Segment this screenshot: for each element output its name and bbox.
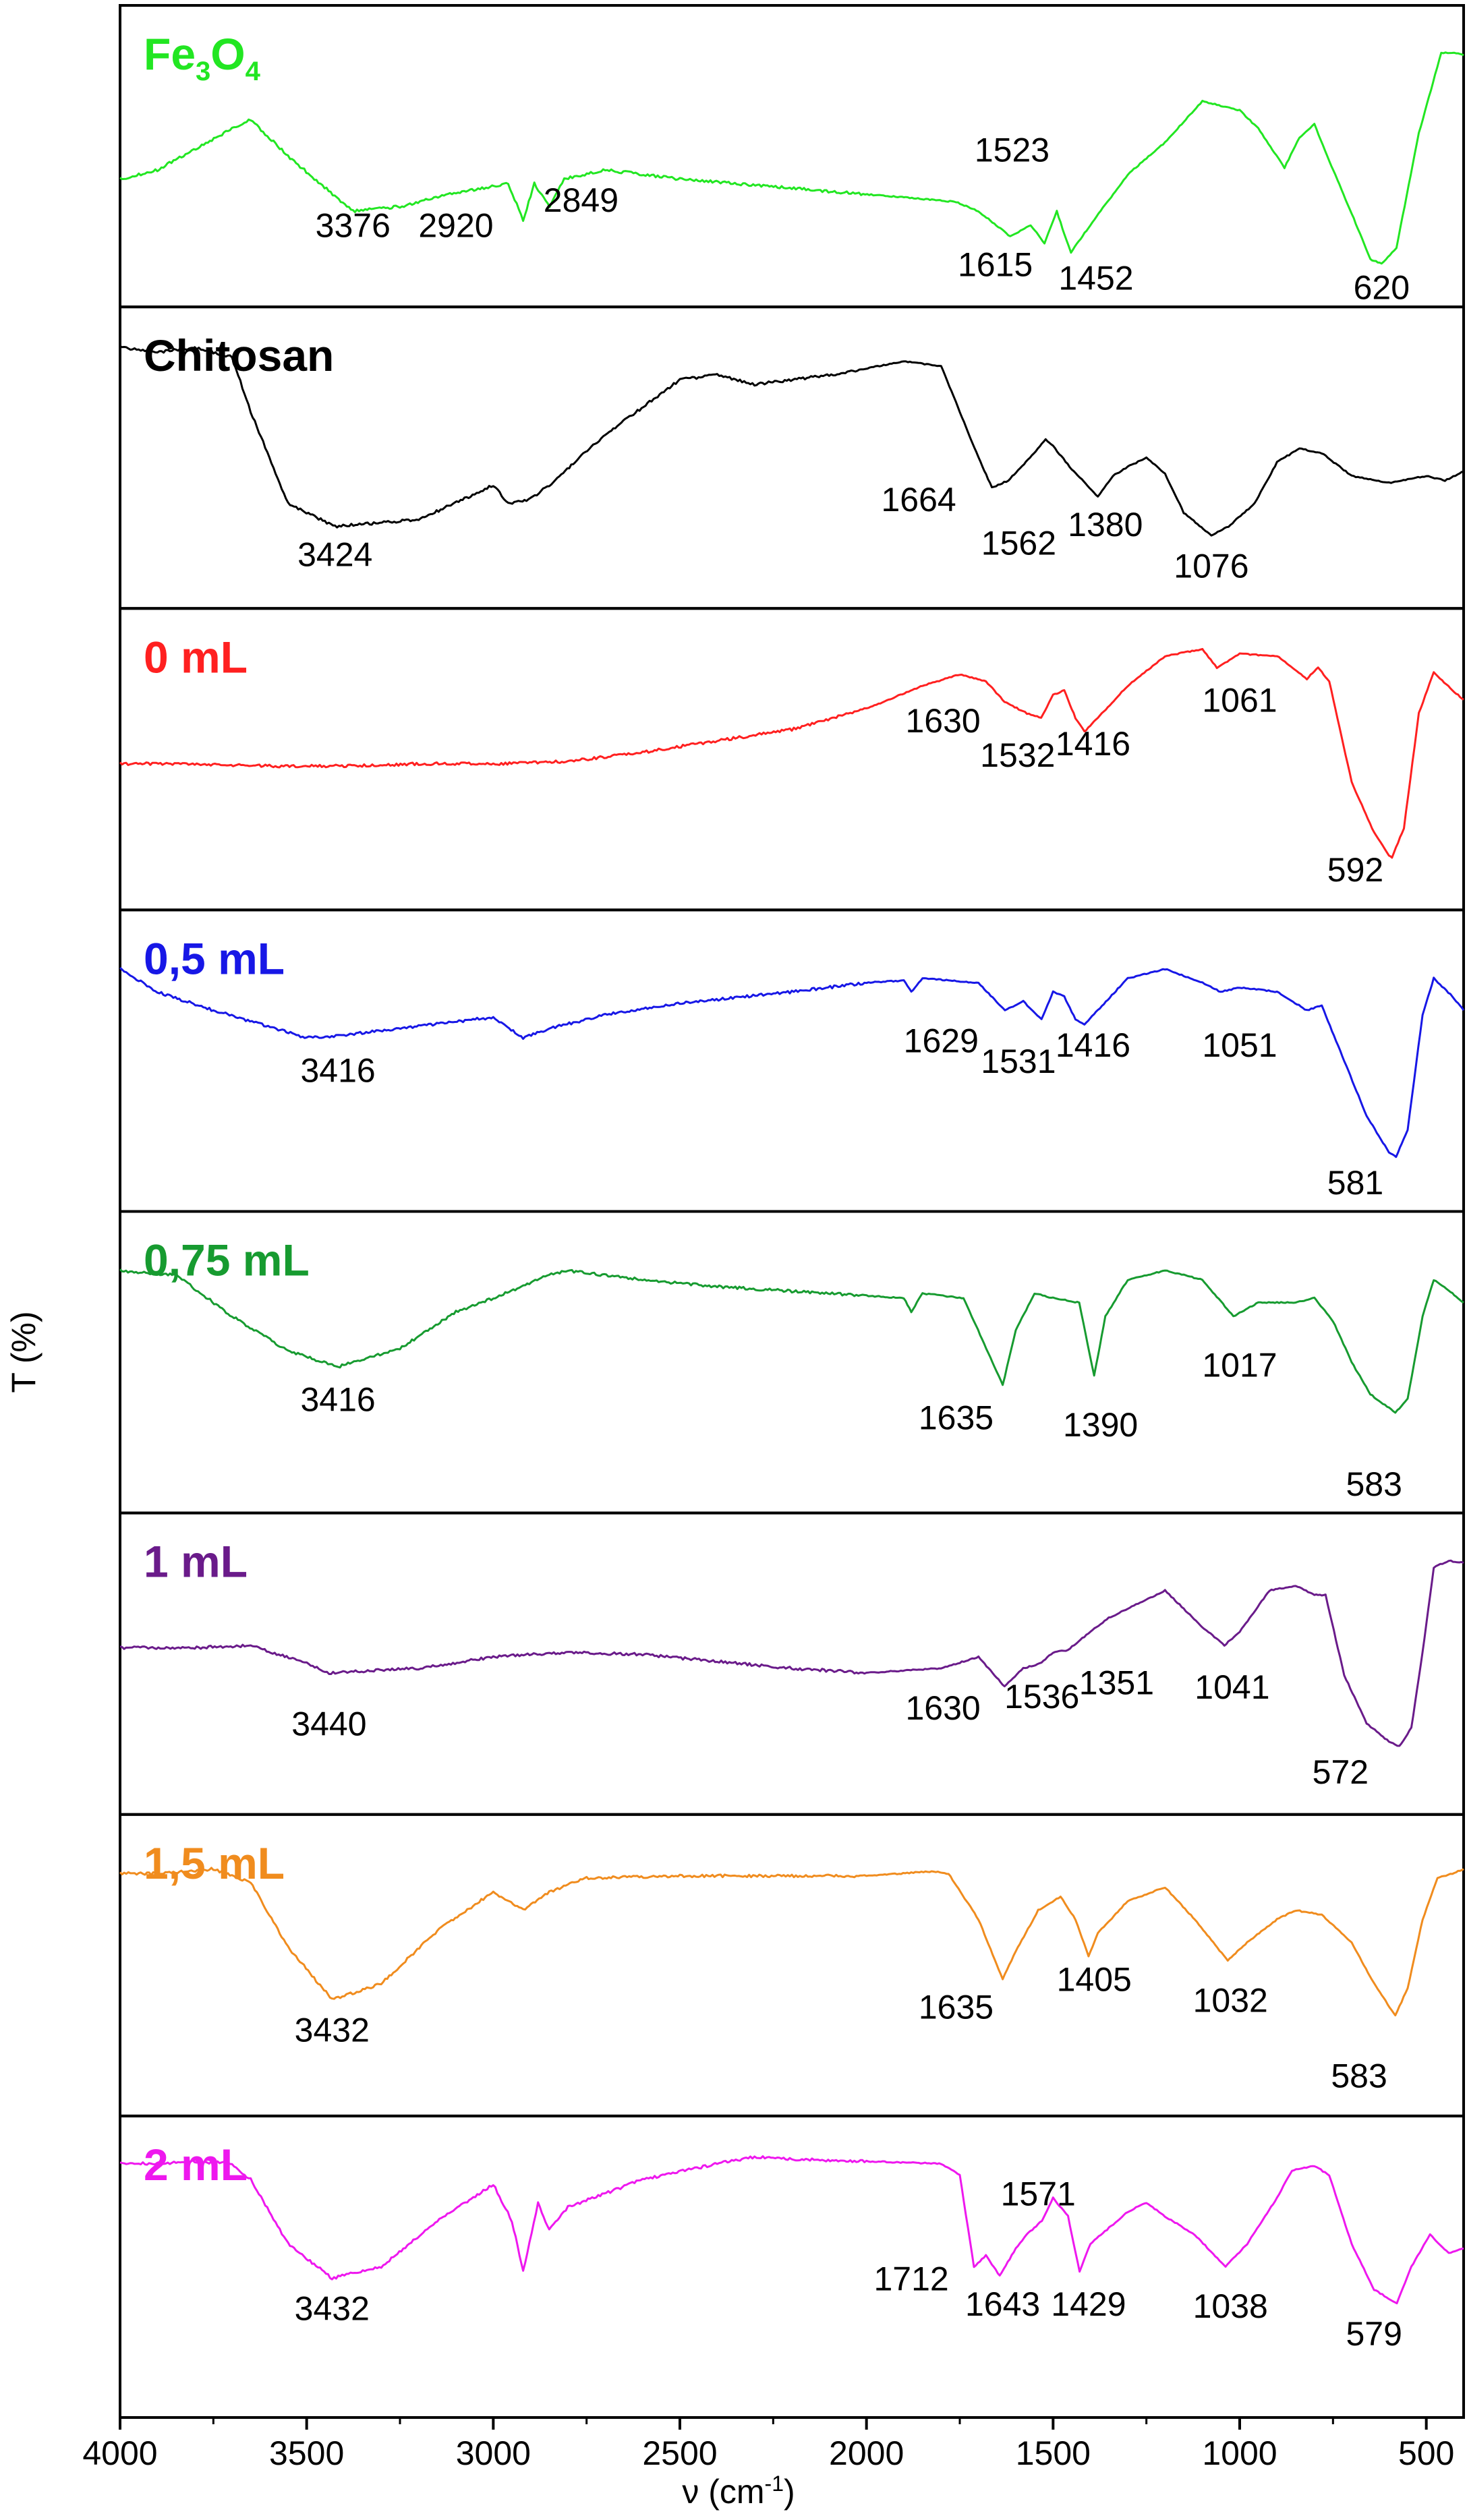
x-tick-label: 2500 — [642, 2434, 717, 2472]
peak-label: 1531 — [981, 1043, 1056, 1080]
x-axis-label: ν (cm-1) — [682, 2471, 795, 2511]
peak-label: 583 — [1346, 1465, 1402, 1503]
series-line — [119, 2155, 1464, 2305]
peak-label: 581 — [1327, 1164, 1383, 1202]
series-line — [119, 1559, 1464, 1747]
peak-label: 3432 — [295, 2290, 370, 2328]
peak-label: 3416 — [300, 1380, 375, 1418]
series-label-part: 3 — [196, 57, 210, 86]
peak-label: 1630 — [905, 702, 980, 740]
series-label: 0,75 mL — [144, 1235, 310, 1285]
x-tick-label: 3500 — [269, 2434, 344, 2472]
panel: 2 mL 3432 1571 1712 1643 1429 1038 579 — [119, 2114, 1465, 2419]
panel-frame — [119, 2114, 1465, 2419]
series-label: 0 mL — [144, 632, 248, 682]
peak-label: 1041 — [1195, 1668, 1269, 1706]
series-label: 1,5 mL — [144, 1838, 285, 1888]
series-label-part: Fe — [144, 29, 196, 79]
peak-label: 579 — [1346, 2315, 1402, 2353]
x-axis-label-prefix: ν (cm — [682, 2473, 764, 2511]
panel-frame — [119, 1511, 1465, 1816]
series-label: Chitosan — [144, 330, 334, 380]
series-label: 2 mL — [144, 2140, 248, 2190]
peak-label: 1380 — [1068, 506, 1143, 544]
peak-label: 583 — [1331, 2057, 1387, 2094]
panel-frame — [119, 607, 1465, 912]
panel: 1,5 mL 3432 1635 1405 1032 583 — [119, 1813, 1465, 2117]
panel: 1 mL 3440 1630 1536 1351 1041 572 — [119, 1511, 1465, 1816]
x-tick-label: 1000 — [1202, 2434, 1277, 2472]
peak-label: 1630 — [905, 1689, 980, 1727]
y-axis-label: T (%) — [5, 1311, 42, 1393]
peak-label: 1429 — [1051, 2285, 1126, 2323]
peak-label: 1643 — [965, 2285, 1040, 2323]
peak-label: 1635 — [919, 1399, 994, 1437]
peak-label: 1523 — [975, 131, 1049, 169]
peak-label: 1416 — [1056, 1026, 1130, 1064]
panel: Chitosan 3424 1664 1562 1380 1076 — [119, 305, 1465, 610]
peak-label: 1712 — [873, 2260, 948, 2297]
series-label: 0,5 mL — [144, 933, 285, 983]
peak-label: 1076 — [1174, 547, 1248, 585]
x-axis-label-exponent: -1 — [765, 2471, 784, 2496]
peak-label: 2849 — [544, 181, 619, 219]
series-label: 1 mL — [144, 1537, 248, 1587]
peak-label: 592 — [1327, 851, 1383, 889]
series-line — [119, 966, 1465, 1159]
series-line — [119, 647, 1464, 859]
peak-label: 1017 — [1202, 1347, 1277, 1384]
peak-label: 620 — [1354, 268, 1410, 306]
series-line — [119, 51, 1464, 265]
peak-label: 3416 — [300, 1052, 375, 1090]
peak-label: 2920 — [418, 207, 493, 245]
peak-label: 1571 — [1001, 2175, 1076, 2213]
peak-label: 3376 — [316, 207, 391, 245]
panel: Fe3O4 3376 2920 2849 1523 1615 1452 620 — [119, 4, 1465, 309]
peak-label: 1562 — [981, 524, 1056, 562]
peak-label: 572 — [1313, 1753, 1369, 1791]
series-line — [119, 1268, 1464, 1414]
peak-label: 1452 — [1058, 260, 1133, 297]
peak-label: 1061 — [1202, 682, 1277, 720]
peak-label: 1032 — [1193, 1981, 1268, 2019]
peak-label: 1664 — [881, 481, 956, 519]
peak-label: 1051 — [1202, 1026, 1277, 1064]
x-tick-label: 1500 — [1016, 2434, 1091, 2472]
series-line — [119, 345, 1464, 537]
peak-label: 1038 — [1193, 2287, 1268, 2325]
panel: 0,75 mL 3416 1635 1390 1017 583 — [119, 1210, 1465, 1515]
peak-label: 3432 — [295, 2012, 370, 2049]
peak-label: 1615 — [958, 245, 1033, 283]
panel-frame — [119, 1813, 1465, 2117]
peak-label: 1532 — [980, 736, 1055, 774]
series-label-part: O — [210, 29, 245, 79]
x-tick-label: 3000 — [456, 2434, 531, 2472]
peak-label: 1351 — [1079, 1664, 1154, 1701]
x-tick-label: 500 — [1398, 2434, 1454, 2472]
peak-label: 1416 — [1056, 725, 1130, 763]
x-tick-label: 2000 — [829, 2434, 904, 2472]
peak-label: 1629 — [904, 1022, 979, 1059]
series-label-part: 4 — [246, 57, 261, 86]
x-axis-label-suffix: ) — [784, 2473, 795, 2511]
peak-label: 1390 — [1063, 1406, 1138, 1444]
x-tick-label: 4000 — [82, 2434, 157, 2472]
peak-label: 3424 — [297, 535, 372, 573]
peak-label: 1405 — [1057, 1961, 1132, 1999]
peak-label: 1635 — [919, 1989, 994, 2026]
panel-frame — [119, 4, 1465, 309]
x-axis: 4000 3500 3000 2500 2000 1500 1000 500 — [82, 2418, 1454, 2472]
peak-label: 3440 — [291, 1705, 366, 1743]
series-line — [119, 1867, 1464, 2017]
peak-label: 1536 — [1004, 1678, 1079, 1716]
series-label: Fe3O4 — [144, 29, 261, 86]
